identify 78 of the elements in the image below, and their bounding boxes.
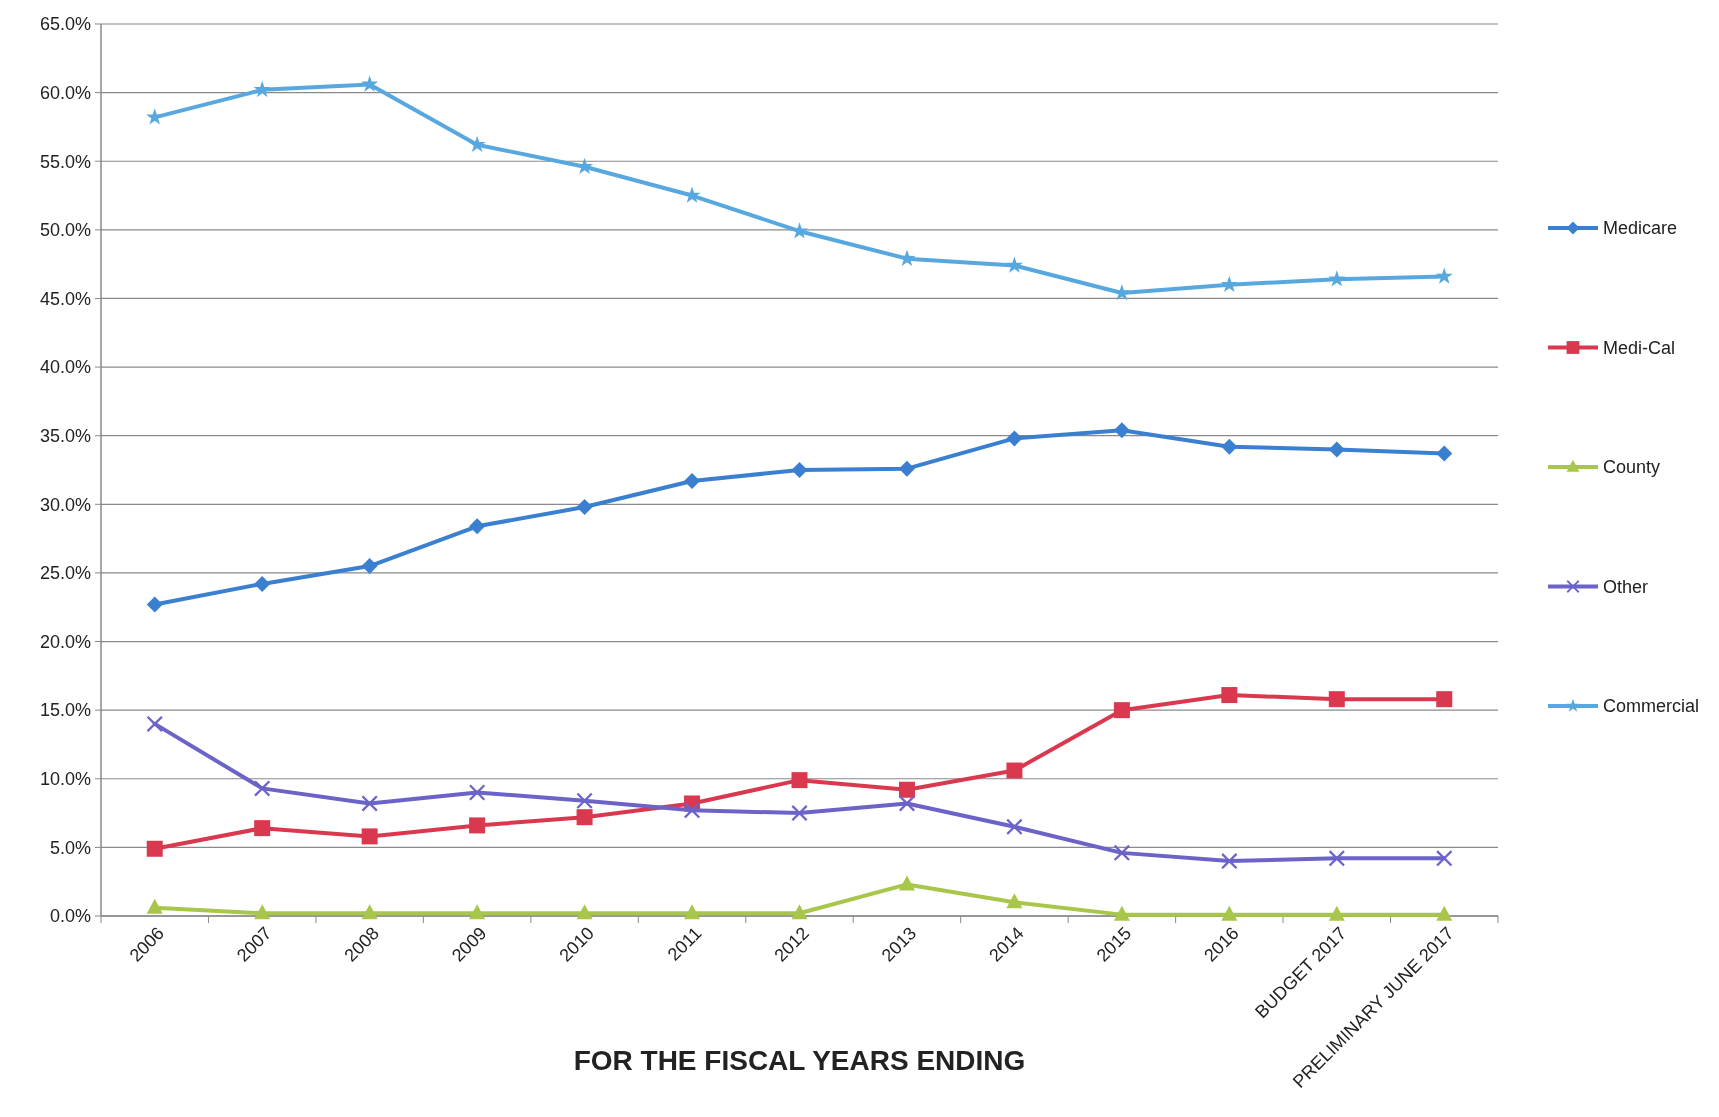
point (1006, 430, 1023, 447)
y-tick-label: 5.0% (49, 837, 91, 858)
y-tick-label: 65.0% (39, 14, 91, 35)
point (469, 784, 486, 801)
y-tick-label: 10.0% (39, 769, 91, 790)
legend-label: Commercial (1603, 696, 1700, 717)
point (1328, 270, 1346, 287)
point (791, 805, 808, 822)
point (1436, 691, 1453, 708)
point (254, 575, 271, 592)
y-tick-label: 35.0% (39, 425, 91, 446)
point (469, 518, 486, 535)
point (1006, 818, 1023, 835)
point (254, 904, 271, 920)
point (1220, 275, 1238, 293)
point (469, 817, 486, 834)
point (361, 795, 378, 812)
point (1006, 762, 1023, 779)
point (361, 904, 378, 920)
y-tick-label: 0.0% (49, 906, 91, 927)
point (576, 809, 593, 826)
point (361, 558, 378, 575)
point (1436, 445, 1453, 462)
point (361, 75, 379, 92)
point (898, 795, 915, 812)
point (1221, 905, 1238, 921)
point (146, 715, 163, 732)
y-tick-label: 20.0% (39, 631, 91, 652)
point (254, 820, 271, 837)
point (1435, 267, 1453, 284)
point (898, 781, 915, 798)
point (1113, 702, 1130, 719)
y-tick-label: 55.0% (39, 151, 91, 172)
point (146, 898, 163, 914)
x-axis-title: FOR THE FISCAL YEARS ENDING (573, 1045, 1026, 1076)
point (1221, 438, 1238, 455)
point (576, 904, 593, 920)
point (1113, 844, 1130, 861)
legend-label: Other (1603, 576, 1649, 597)
point (1221, 853, 1238, 870)
point (791, 462, 808, 478)
point (576, 499, 593, 516)
point (1221, 687, 1238, 704)
legend-label: Medicare (1603, 218, 1678, 239)
point (791, 904, 808, 920)
y-tick-label: 30.0% (39, 494, 91, 515)
y-tick-label: 60.0% (39, 82, 91, 103)
y-tick-label: 50.0% (39, 220, 91, 241)
y-tick-label: 15.0% (39, 700, 91, 721)
point (791, 772, 808, 789)
y-tick-label: 45.0% (39, 288, 91, 309)
point (1436, 850, 1453, 867)
point (898, 875, 915, 891)
legend-label: County (1603, 457, 1661, 478)
point (576, 792, 593, 809)
point (1113, 422, 1130, 439)
point (1328, 850, 1345, 867)
point (146, 840, 163, 857)
point (361, 828, 378, 845)
point (253, 80, 271, 98)
point (684, 472, 701, 489)
legend-label: Medi-Cal (1603, 337, 1676, 358)
point (469, 904, 486, 920)
point (146, 596, 163, 613)
point (684, 904, 701, 920)
point (898, 460, 915, 477)
y-tick-label: 40.0% (39, 357, 91, 378)
y-tick-label: 25.0% (39, 563, 91, 584)
point (1005, 256, 1023, 273)
point (1328, 441, 1345, 458)
point (1006, 893, 1023, 909)
point (684, 802, 701, 819)
point (1436, 905, 1453, 921)
point (1328, 691, 1345, 708)
point (1328, 905, 1345, 921)
point (254, 780, 271, 797)
point (1113, 905, 1130, 921)
point (468, 135, 486, 153)
